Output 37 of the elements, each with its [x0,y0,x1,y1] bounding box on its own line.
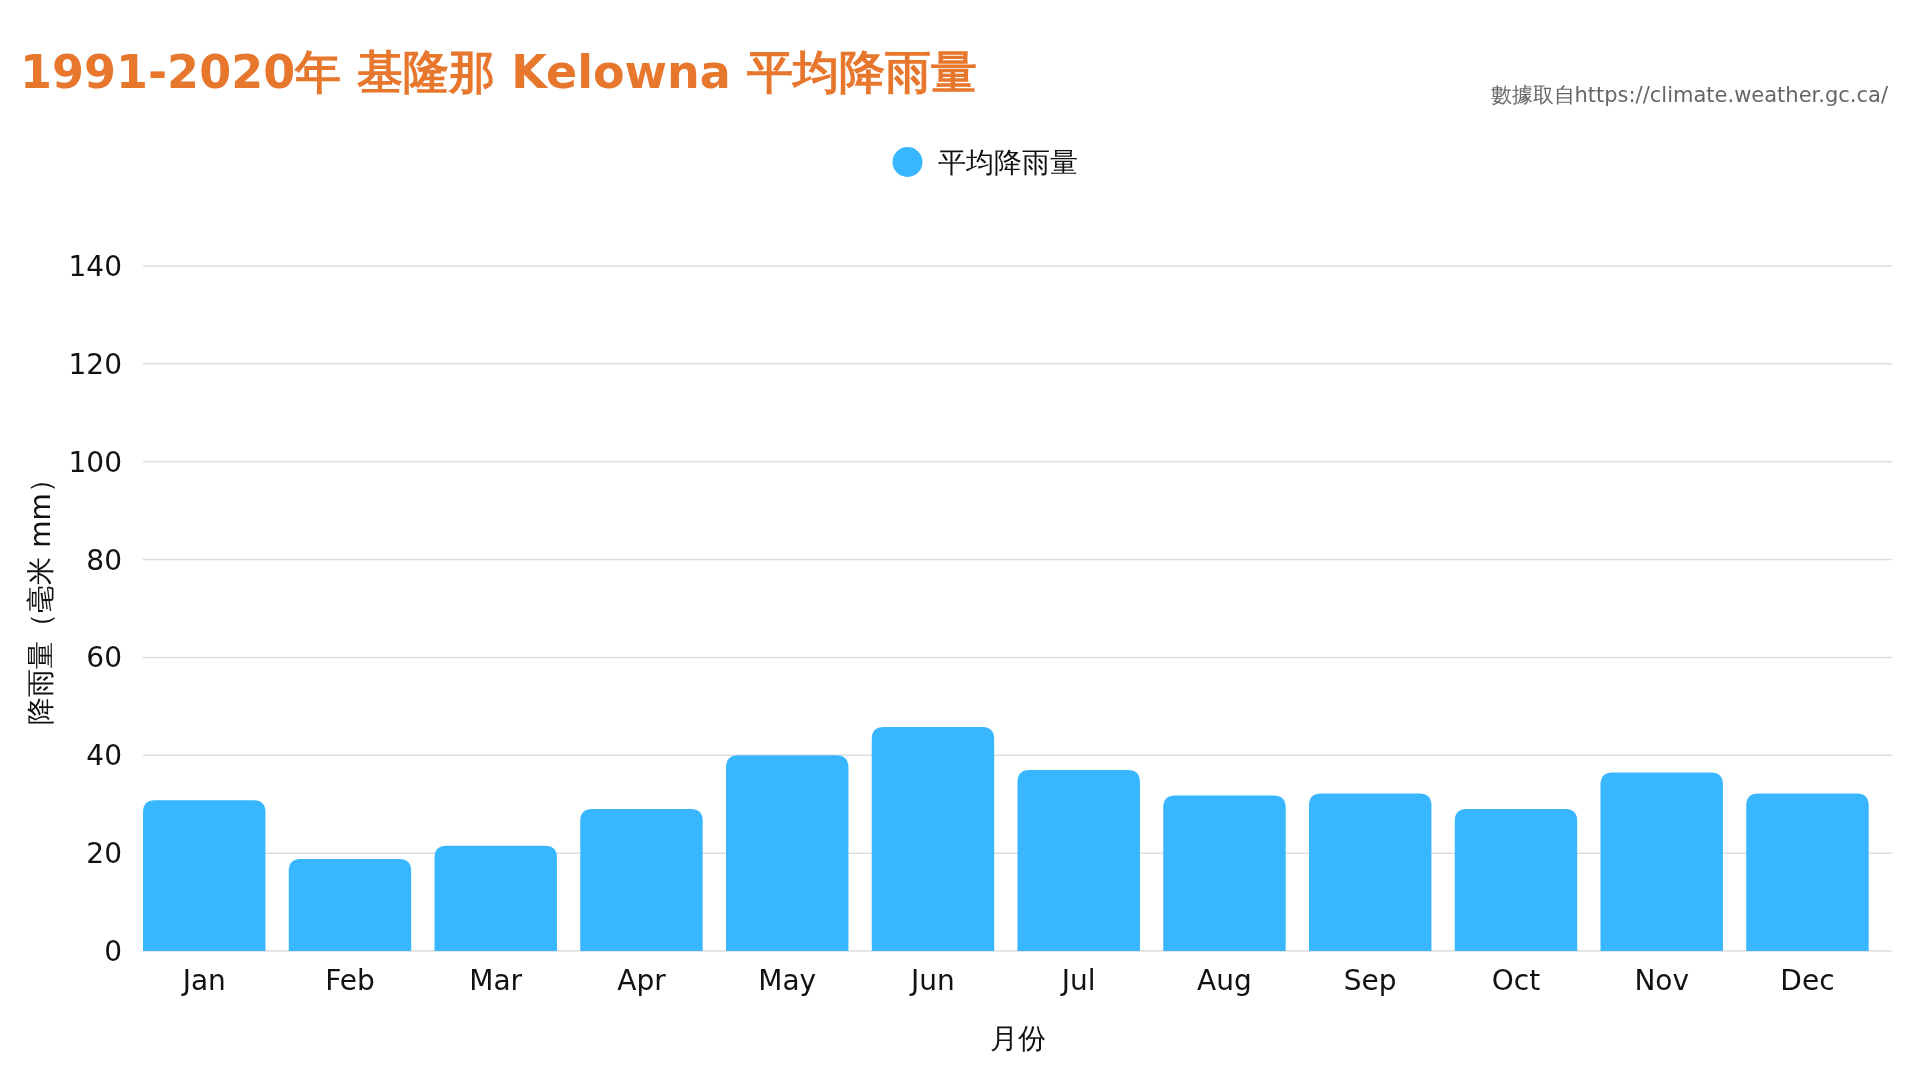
legend-label: 平均降雨量 [937,146,1078,179]
y-tick-label: 0 [104,935,122,968]
y-axis-title: 降雨量（毫米 mm） [24,465,57,725]
bar [1017,769,1140,951]
text: 數據取自https://climate.weather.gc.ca/ [1490,83,1889,107]
bar [434,845,557,951]
x-tick-label: Aug [1197,964,1252,997]
x-tick-label: Mar [469,964,523,997]
bar [726,755,849,951]
x-tick-label: Jun [909,964,955,997]
bar [1746,793,1869,951]
bar [143,800,266,951]
bar [580,809,703,951]
x-tick-label: Apr [617,964,667,997]
y-tick-label: 120 [68,347,122,381]
y-tick-label: 80 [86,543,122,577]
bar [871,726,995,951]
x-tick-label: May [758,964,817,997]
bar [1163,795,1286,951]
x-tick-label: Nov [1634,964,1690,997]
chart-title: 1991-2020年 基隆那 Kelowna 平均降雨量 [20,45,977,99]
x-axis-title: 月份 [989,1022,1046,1055]
bar [288,859,412,951]
x-tick-label: Sep [1343,964,1397,997]
x-tick-label: Jul [1059,964,1096,997]
x-tick-label: Dec [1780,964,1835,997]
y-tick-label: 40 [86,739,122,773]
y-tick-label: 60 [86,641,122,675]
bar [1309,793,1432,951]
y-tick-label: 140 [68,250,122,283]
x-tick-label: Oct [1491,964,1541,997]
bar [1454,809,1578,951]
x-tick-label: Jan [180,964,226,997]
y-tick-label: 100 [68,445,122,479]
bar [1600,772,1723,951]
x-tick-label: Feb [325,964,375,997]
y-tick-label: 20 [86,837,122,871]
